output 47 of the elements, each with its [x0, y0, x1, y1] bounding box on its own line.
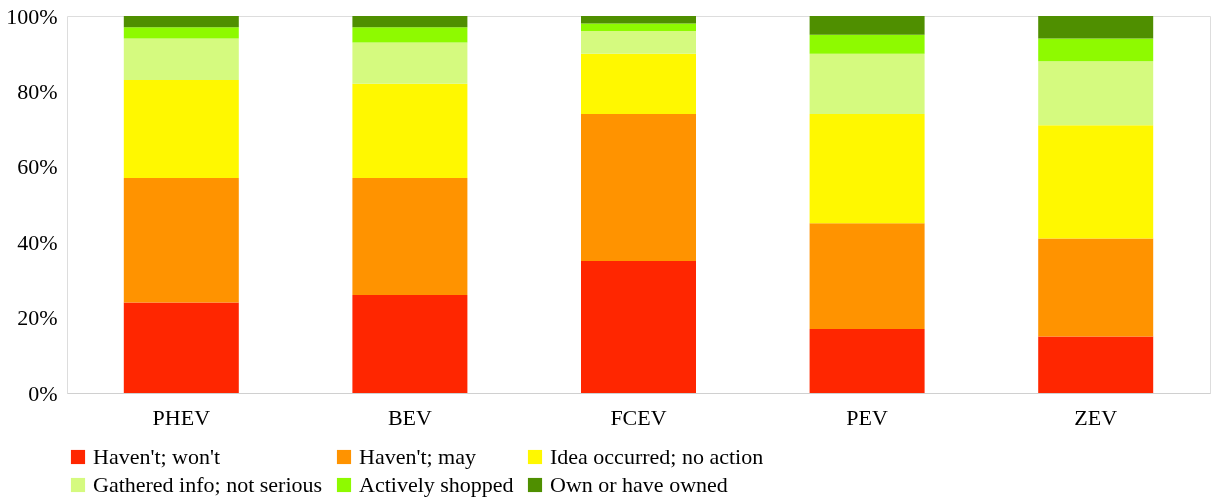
y-tick-label: 20%	[17, 305, 58, 331]
bar	[352, 42, 468, 84]
y-tick-label: 0%	[28, 380, 58, 406]
bar	[809, 223, 925, 329]
y-tick-label: 60%	[17, 154, 58, 180]
bar	[123, 302, 239, 393]
bar	[352, 294, 468, 393]
bar	[581, 23, 696, 32]
legend-label: Idea occurred; no action	[550, 444, 764, 469]
y-tick-label: 100%	[6, 3, 58, 29]
legend-label: Haven't; won't	[93, 444, 221, 469]
x-tick-label: PHEV	[152, 404, 211, 430]
bar	[581, 31, 696, 54]
bar	[1038, 16, 1154, 39]
bar	[809, 16, 925, 35]
bar	[123, 16, 239, 28]
bar	[809, 53, 925, 115]
y-tick-label: 80%	[17, 78, 58, 104]
x-tick-label: BEV	[387, 404, 433, 430]
x-tick-label: PEV	[846, 404, 888, 430]
bar	[1038, 238, 1154, 337]
bar	[809, 328, 925, 393]
bar	[123, 38, 239, 81]
bar	[352, 178, 468, 295]
bar	[581, 261, 696, 393]
bar	[352, 83, 468, 179]
legend-label: Own or have owned	[550, 472, 728, 497]
bar	[1038, 125, 1154, 239]
bar	[809, 34, 925, 54]
bar	[352, 27, 468, 43]
bar	[352, 16, 468, 28]
bar	[1038, 61, 1154, 126]
bar	[123, 27, 239, 39]
bar	[123, 178, 239, 303]
bar	[581, 114, 696, 262]
bar	[1038, 336, 1154, 393]
bar	[809, 114, 925, 224]
legend-label: Actively shopped	[359, 472, 514, 497]
x-tick-label: ZEV	[1074, 404, 1118, 430]
legend-label: Gathered info; not serious	[93, 472, 323, 497]
y-tick-label: 40%	[17, 229, 58, 255]
bar	[581, 16, 696, 24]
legend-label: Haven't; may	[359, 444, 476, 469]
bar	[581, 53, 696, 115]
bar	[1038, 38, 1154, 62]
x-tick-label: FCEV	[610, 404, 667, 430]
bar	[123, 80, 239, 179]
